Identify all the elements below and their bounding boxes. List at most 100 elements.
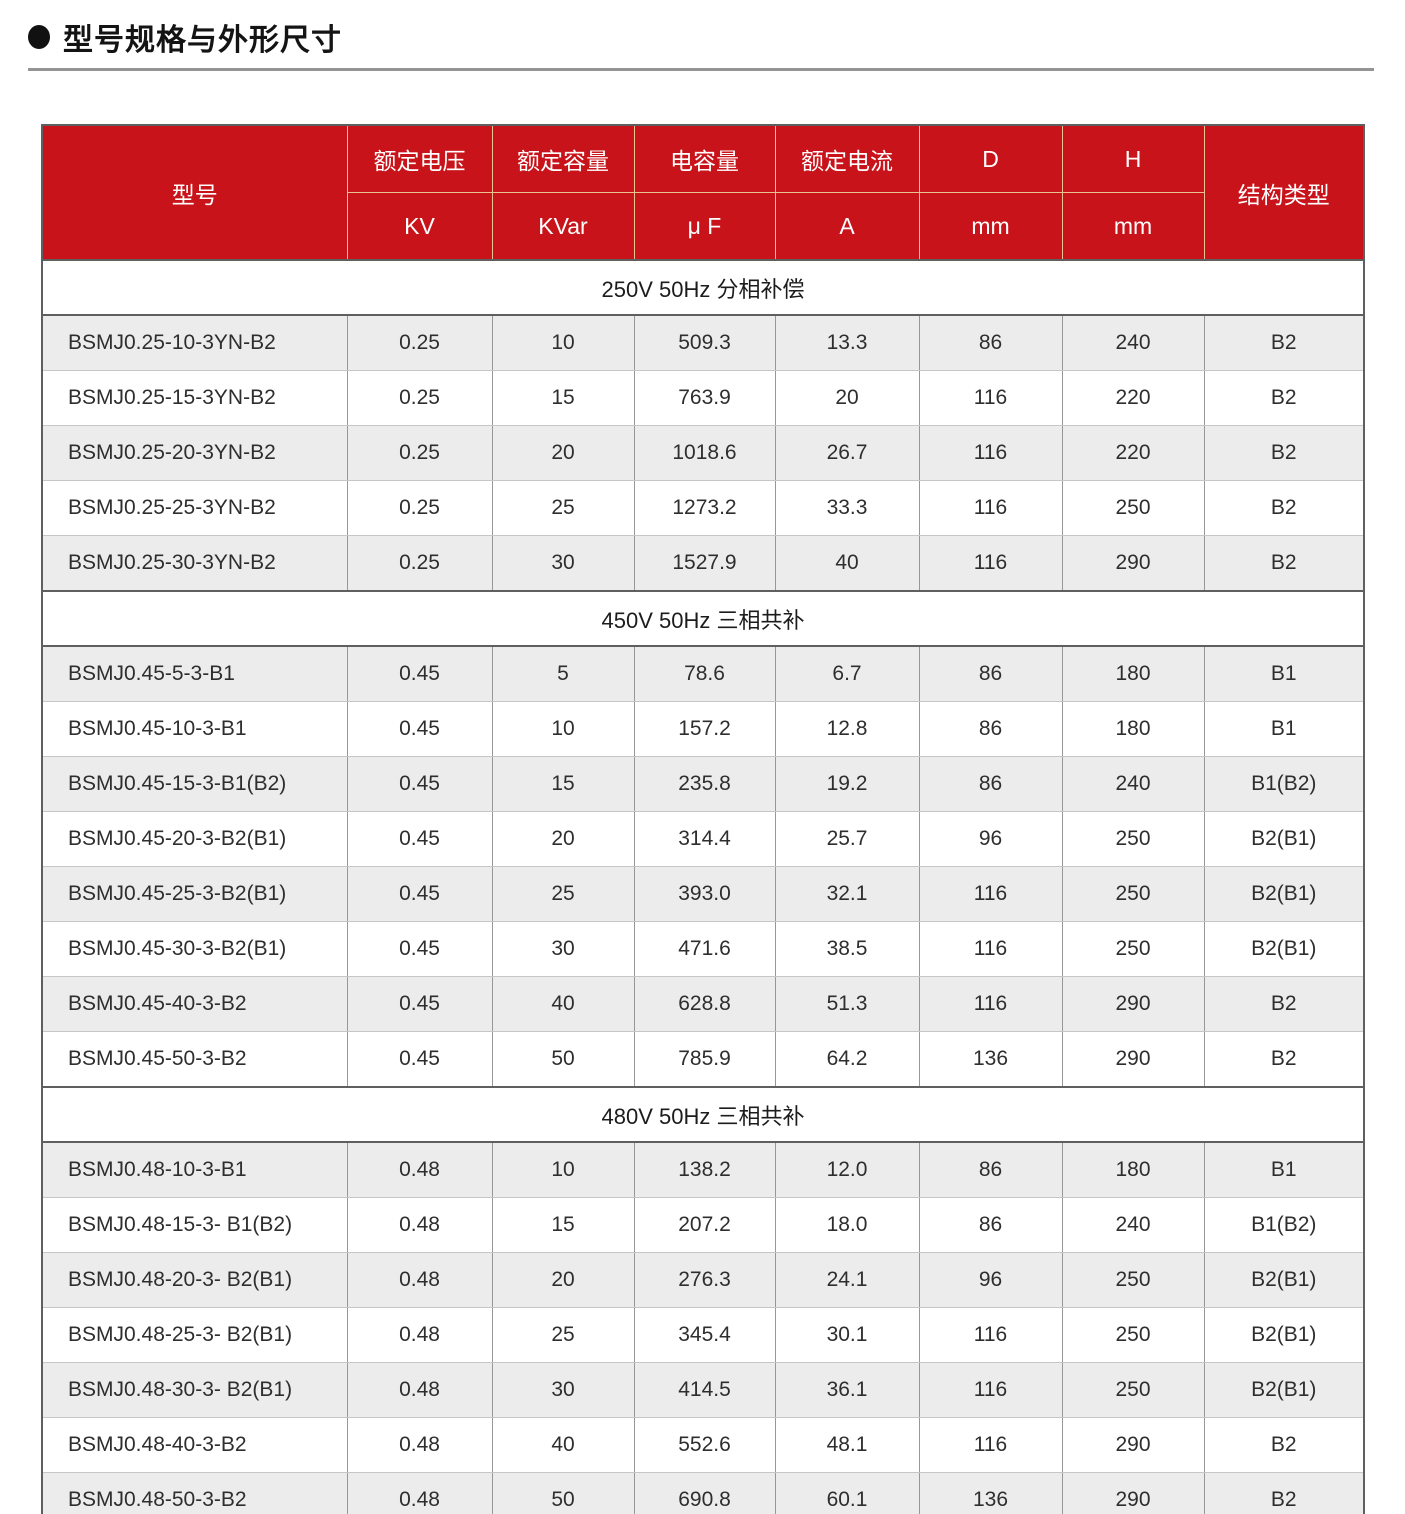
value-cell: 0.48	[346, 1252, 493, 1308]
value-cell: 30	[491, 921, 635, 977]
value-cell: 0.45	[346, 866, 493, 922]
value-cell: 116	[918, 1417, 1063, 1473]
col-header-h: H	[1061, 124, 1205, 193]
value-cell: B1(B2)	[1203, 756, 1365, 812]
value-cell: B1	[1203, 701, 1365, 757]
value-cell: 64.2	[774, 1031, 920, 1088]
value-cell: 20	[491, 1252, 635, 1308]
value-cell: 116	[918, 976, 1063, 1032]
table-row: BSMJ0.45-10-3-B1 0.45 10 157.2 12.8 86 180 B1	[41, 701, 1365, 757]
value-cell: B2(B1)	[1203, 1252, 1365, 1308]
value-cell: B2(B1)	[1203, 866, 1365, 922]
model-cell: BSMJ0.48-20-3- B2(B1)	[41, 1252, 348, 1308]
value-cell: 48.1	[774, 1417, 920, 1473]
table-row: BSMJ0.45-40-3-B2 0.45 40 628.8 51.3 116 290 B2	[41, 976, 1365, 1032]
section-title: 型号规格与外形尺寸	[0, 0, 1405, 59]
col-header-d: D	[918, 124, 1063, 193]
table-body: 250V 50Hz 分相补偿 BSMJ0.25-10-3YN-B2 0.25 10 50…	[41, 259, 1365, 1514]
value-cell: 0.45	[346, 645, 493, 702]
value-cell: 250	[1061, 811, 1205, 867]
value-cell: 10	[491, 701, 635, 757]
value-cell: 290	[1061, 535, 1205, 592]
value-cell: 26.7	[774, 425, 920, 481]
col-unit-a: A	[774, 192, 920, 261]
value-cell: 33.3	[774, 480, 920, 536]
value-cell: 250	[1061, 1307, 1205, 1363]
value-cell: 0.25	[346, 535, 493, 592]
value-cell: 51.3	[774, 976, 920, 1032]
value-cell: 763.9	[633, 370, 776, 426]
value-cell: 471.6	[633, 921, 776, 977]
table-row: BSMJ0.48-50-3-B2 0.48 50 690.8 60.1 136 290 B2	[41, 1472, 1365, 1514]
value-cell: 0.45	[346, 976, 493, 1032]
value-cell: B1	[1203, 1141, 1365, 1198]
section-label: 250V 50Hz 分相补偿	[42, 259, 1364, 316]
table-row: BSMJ0.48-15-3- B1(B2) 0.48 15 207.2 18.0 86 24…	[41, 1197, 1365, 1253]
value-cell: 240	[1061, 314, 1205, 371]
value-cell: 20	[491, 425, 635, 481]
value-cell: 290	[1061, 1472, 1205, 1514]
value-cell: 50	[491, 1031, 635, 1088]
value-cell: 38.5	[774, 921, 920, 977]
col-unit-kvar: KVar	[491, 192, 635, 261]
model-cell: BSMJ0.45-40-3-B2	[41, 976, 348, 1032]
value-cell: 15	[491, 1197, 635, 1253]
table-row: BSMJ0.48-40-3-B2 0.48 40 552.6 48.1 116 290 B2	[41, 1417, 1365, 1473]
value-cell: 20	[774, 370, 920, 426]
value-cell: 116	[918, 535, 1063, 592]
value-cell: 86	[918, 314, 1063, 371]
value-cell: 1018.6	[633, 425, 776, 481]
table-row: BSMJ0.45-15-3-B1(B2) 0.45 15 235.8 19.2 86 240…	[41, 756, 1365, 812]
value-cell: 25	[491, 866, 635, 922]
value-cell: 30	[491, 535, 635, 592]
table-row: BSMJ0.25-15-3YN-B2 0.25 15 763.9 20 116 220 B2	[41, 370, 1365, 426]
value-cell: 0.48	[346, 1417, 493, 1473]
table-row: BSMJ0.48-25-3- B2(B1) 0.48 25 345.4 30.1 116 2…	[41, 1307, 1365, 1363]
value-cell: 290	[1061, 1031, 1205, 1088]
table-row: BSMJ0.45-50-3-B2 0.45 50 785.9 64.2 136 290 B2	[41, 1031, 1365, 1088]
header-unit-row: KV KVar μ F A mm mm	[42, 192, 1364, 261]
col-header-rated-capacity: 额定容量	[491, 124, 635, 193]
value-cell: 690.8	[633, 1472, 776, 1514]
value-cell: 116	[918, 370, 1063, 426]
value-cell: B2	[1203, 314, 1365, 371]
model-cell: BSMJ0.48-10-3-B1	[41, 1141, 348, 1198]
value-cell: 1527.9	[633, 535, 776, 592]
value-cell: 25	[491, 1307, 635, 1363]
model-cell: BSMJ0.25-25-3YN-B2	[41, 480, 348, 536]
model-cell: BSMJ0.48-50-3-B2	[41, 1472, 348, 1514]
col-unit-uf: μ F	[633, 192, 776, 261]
value-cell: 180	[1061, 1141, 1205, 1198]
value-cell: 220	[1061, 425, 1205, 481]
value-cell: 136	[918, 1031, 1063, 1088]
value-cell: 116	[918, 1362, 1063, 1418]
col-header-model: 型号	[41, 124, 348, 261]
value-cell: 6.7	[774, 645, 920, 702]
table-row: BSMJ0.45-5-3-B1 0.45 5 78.6 6.7 86 180 B1	[41, 645, 1365, 702]
value-cell: 138.2	[633, 1141, 776, 1198]
value-cell: 36.1	[774, 1362, 920, 1418]
value-cell: 0.45	[346, 701, 493, 757]
value-cell: 60.1	[774, 1472, 920, 1514]
value-cell: 250	[1061, 1362, 1205, 1418]
table-wrap: 型号 额定电压 额定容量 电容量 额定电流 D H 结构类型 KV KVar μ…	[41, 124, 1405, 1514]
bullet-icon	[28, 25, 50, 49]
value-cell: 235.8	[633, 756, 776, 812]
model-cell: BSMJ0.48-15-3- B1(B2)	[41, 1197, 348, 1253]
section-header-row: 450V 50Hz 三相共补	[42, 590, 1364, 647]
col-unit-kv: KV	[346, 192, 493, 261]
value-cell: 290	[1061, 1417, 1205, 1473]
value-cell: 116	[918, 921, 1063, 977]
value-cell: B2	[1203, 535, 1365, 592]
value-cell: 220	[1061, 370, 1205, 426]
value-cell: B2	[1203, 976, 1365, 1032]
value-cell: 345.4	[633, 1307, 776, 1363]
value-cell: 0.48	[346, 1141, 493, 1198]
col-header-rated-current: 额定电流	[774, 124, 920, 193]
value-cell: 0.25	[346, 425, 493, 481]
model-cell: BSMJ0.45-50-3-B2	[41, 1031, 348, 1088]
value-cell: 0.25	[346, 314, 493, 371]
value-cell: 13.3	[774, 314, 920, 371]
value-cell: 509.3	[633, 314, 776, 371]
